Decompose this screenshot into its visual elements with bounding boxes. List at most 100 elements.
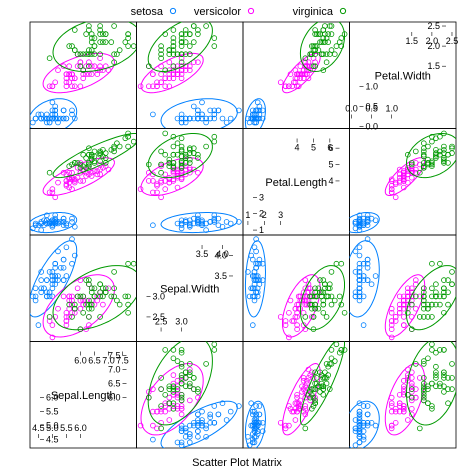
point-setosa: [38, 227, 44, 233]
point-setosa: [364, 236, 371, 242]
point-versicolor: [154, 425, 160, 432]
point-versicolor: [297, 71, 304, 77]
panel-frame: [242, 234, 350, 342]
point-versicolor: [46, 189, 53, 196]
point-virginica: [420, 380, 427, 387]
point-setosa: [352, 428, 359, 435]
point-virginica: [338, 260, 345, 267]
point-setosa: [38, 115, 44, 122]
point-virginica: [146, 394, 152, 401]
point-versicolor: [412, 305, 419, 312]
ellipse-virginica: [299, 22, 345, 73]
point-versicolor: [294, 408, 300, 415]
point-versicolor: [178, 403, 185, 409]
point-setosa: [250, 411, 256, 418]
point-setosa: [178, 220, 185, 227]
panel-content: [349, 236, 456, 341]
point-versicolor: [412, 169, 419, 176]
point-versicolor: [170, 391, 177, 398]
point-virginica: [178, 363, 185, 370]
point-versicolor: [97, 63, 103, 69]
point-virginica: [187, 160, 193, 166]
point-versicolor: [416, 293, 423, 300]
point-setosa: [256, 411, 263, 418]
tick-label: 1: [245, 210, 250, 220]
point-virginica: [146, 161, 152, 168]
ellipse-versicolor: [140, 157, 204, 196]
point-setosa: [60, 215, 67, 222]
point-virginica: [320, 386, 327, 392]
point-setosa: [259, 419, 266, 426]
point-versicolor: [166, 405, 173, 412]
point-virginica: [322, 23, 328, 29]
point-setosa: [191, 422, 197, 429]
point-setosa: [215, 107, 222, 114]
point-virginica: [86, 145, 92, 152]
point-setosa: [150, 111, 156, 118]
point-versicolor: [105, 285, 112, 292]
point-virginica: [108, 147, 115, 153]
point-virginica: [91, 51, 98, 57]
point-versicolor: [100, 165, 106, 171]
point-versicolor: [392, 194, 399, 201]
point-setosa: [49, 99, 56, 106]
point-setosa: [356, 277, 363, 283]
point-virginica: [211, 133, 218, 140]
panel-petal-width-vs-sepal-width: [136, 21, 244, 129]
point-virginica: [166, 51, 173, 57]
point-versicolor: [88, 297, 95, 304]
point-versicolor: [91, 301, 98, 308]
point-versicolor: [72, 179, 78, 186]
point-setosa: [251, 428, 258, 435]
point-virginica: [408, 394, 415, 401]
point-virginica: [111, 269, 117, 275]
point-virginica: [211, 43, 218, 49]
point-virginica: [302, 55, 309, 61]
point-virginica: [429, 314, 435, 320]
point-setosa: [60, 222, 67, 229]
point-setosa: [178, 111, 185, 118]
point-virginica: [211, 347, 218, 353]
point-setosa: [187, 439, 193, 446]
point-versicolor: [158, 405, 164, 412]
ellipse-virginica: [147, 341, 213, 426]
point-setosa: [251, 408, 258, 415]
tick-label: 6.5: [108, 379, 121, 389]
point-virginica: [441, 389, 447, 395]
point-setosa: [187, 431, 193, 437]
point-setosa: [60, 256, 67, 263]
point-virginica: [429, 405, 435, 412]
point-setosa: [203, 433, 209, 440]
point-setosa: [250, 436, 256, 443]
point-virginica: [441, 293, 447, 300]
point-virginica: [429, 403, 435, 409]
point-virginica: [111, 59, 117, 65]
point-setosa: [178, 442, 185, 448]
point-virginica: [433, 363, 439, 370]
point-virginica: [312, 63, 318, 69]
point-versicolor: [69, 301, 75, 308]
point-versicolor: [286, 334, 292, 341]
point-virginica: [158, 43, 164, 49]
point-setosa: [72, 115, 78, 122]
point-setosa: [174, 115, 181, 122]
point-virginica: [320, 301, 327, 308]
point-setosa: [203, 115, 209, 122]
point-setosa: [69, 236, 75, 242]
point-versicolor: [150, 178, 156, 184]
point-versicolor: [400, 174, 407, 181]
point-virginica: [72, 160, 78, 166]
point-versicolor: [297, 405, 304, 412]
point-versicolor: [404, 417, 411, 423]
point-virginica: [102, 160, 109, 166]
point-virginica: [312, 301, 318, 308]
point-versicolor: [170, 71, 177, 77]
point-versicolor: [412, 386, 419, 392]
point-versicolor: [292, 417, 299, 423]
point-setosa: [46, 293, 53, 300]
point-setosa: [52, 264, 58, 271]
point-versicolor: [49, 83, 56, 90]
point-setosa: [250, 256, 256, 263]
point-virginica: [425, 400, 431, 407]
